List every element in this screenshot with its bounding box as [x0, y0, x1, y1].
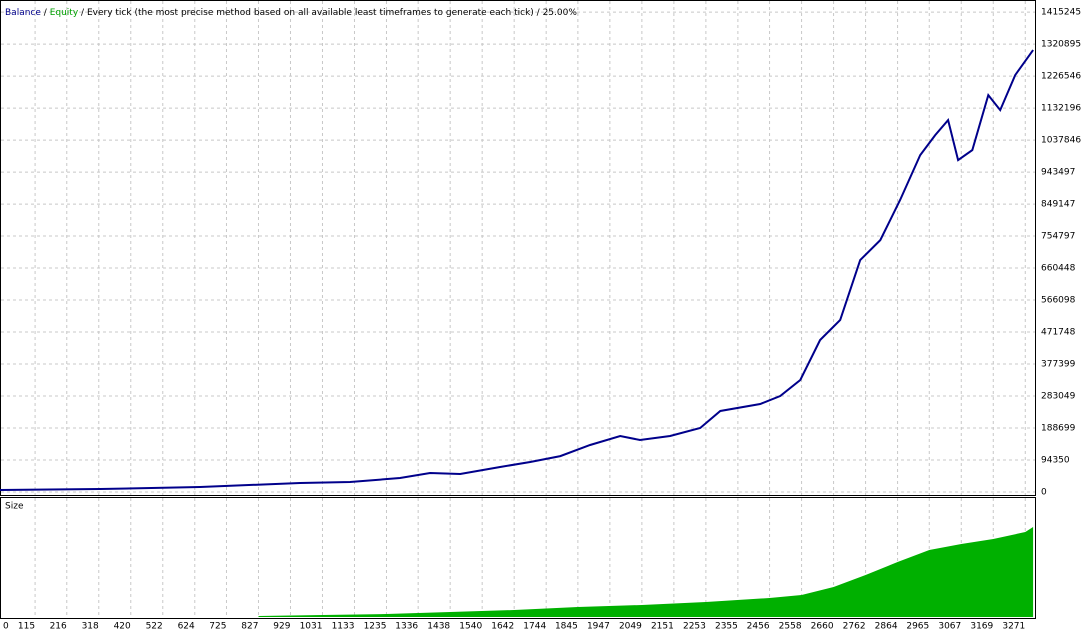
x-tick-label: 0	[3, 622, 9, 632]
x-tick-label: 929	[273, 622, 290, 632]
x-tick-label: 2965	[906, 622, 929, 632]
x-tick-label: 2660	[811, 622, 834, 632]
x-tick-label: 1031	[300, 622, 323, 632]
x-tick-label: 115	[18, 622, 35, 632]
x-tick-label: 1642	[491, 622, 514, 632]
x-tick-label: 318	[82, 622, 99, 632]
x-tick-label: 2253	[683, 622, 706, 632]
x-tick-label: 2762	[843, 622, 866, 632]
x-tick-label: 1947	[587, 622, 610, 632]
x-tick-label: 725	[209, 622, 226, 632]
x-tick-label: 420	[114, 622, 131, 632]
legend-equity: Equity	[50, 8, 79, 18]
y-tick-label: 754797	[1041, 232, 1075, 242]
area	[258, 527, 1034, 617]
y-tick-label: 0	[1041, 488, 1047, 498]
x-tick-label: 624	[178, 622, 195, 632]
y-tick-label: 94350	[1041, 456, 1070, 466]
x-tick-label: 2864	[875, 622, 898, 632]
y-tick-label: 943497	[1041, 168, 1075, 178]
y-tick-label: 849147	[1041, 200, 1075, 210]
y-tick-label: 283049	[1041, 392, 1076, 402]
x-tick-label: 1235	[364, 622, 387, 632]
x-tick-label: 2151	[651, 622, 674, 632]
header: Balance / Equity / Every tick (the most …	[5, 8, 577, 18]
x-tick-label: 1845	[555, 622, 578, 632]
x-tick-label: 1133	[332, 622, 355, 632]
x-tick-label: 522	[146, 622, 163, 632]
grid	[1, 1, 1035, 618]
y-tick-label: 188699	[1041, 424, 1076, 434]
y-tick-label: 1132196	[1041, 104, 1081, 114]
x-tick-label: 3067	[938, 622, 961, 632]
x-tick-label: 3169	[970, 622, 993, 632]
x-tick-label: 3271	[1002, 622, 1025, 632]
y-tick-label: 471748	[1041, 328, 1076, 338]
x-tick-label: 216	[50, 622, 67, 632]
y-tick-label: 1037846	[1041, 136, 1081, 146]
size-title: Size	[5, 502, 24, 512]
chart-title: Every tick (the most precise method base…	[87, 8, 577, 18]
x-tick-label: 2049	[619, 622, 642, 632]
x-tick-label: 1336	[395, 622, 418, 632]
line	[0, 49, 1034, 491]
x-tick-label: 2456	[747, 622, 770, 632]
x-tick-label: 1744	[523, 622, 546, 632]
y-tick-label: 1415245	[1041, 8, 1081, 18]
x-tick-label: 2355	[715, 622, 738, 632]
x-tick-label: 827	[241, 622, 258, 632]
y-tick-label: 1226546	[1041, 72, 1081, 82]
main-frame	[0, 0, 1036, 496]
y-tick-label: 377399	[1041, 360, 1076, 370]
x-tick-label: 2558	[779, 622, 802, 632]
x-tick-label: 1540	[459, 622, 482, 632]
legend-balance: Balance	[5, 8, 41, 18]
y-tick-label: 1320895	[1041, 40, 1081, 50]
separator: /	[81, 8, 85, 18]
separator: /	[44, 8, 48, 18]
marks	[0, 49, 1034, 617]
y-tick-label: 660448	[1041, 264, 1076, 274]
x-tick-label: 1438	[427, 622, 450, 632]
y-tick-label: 566098	[1041, 296, 1076, 306]
